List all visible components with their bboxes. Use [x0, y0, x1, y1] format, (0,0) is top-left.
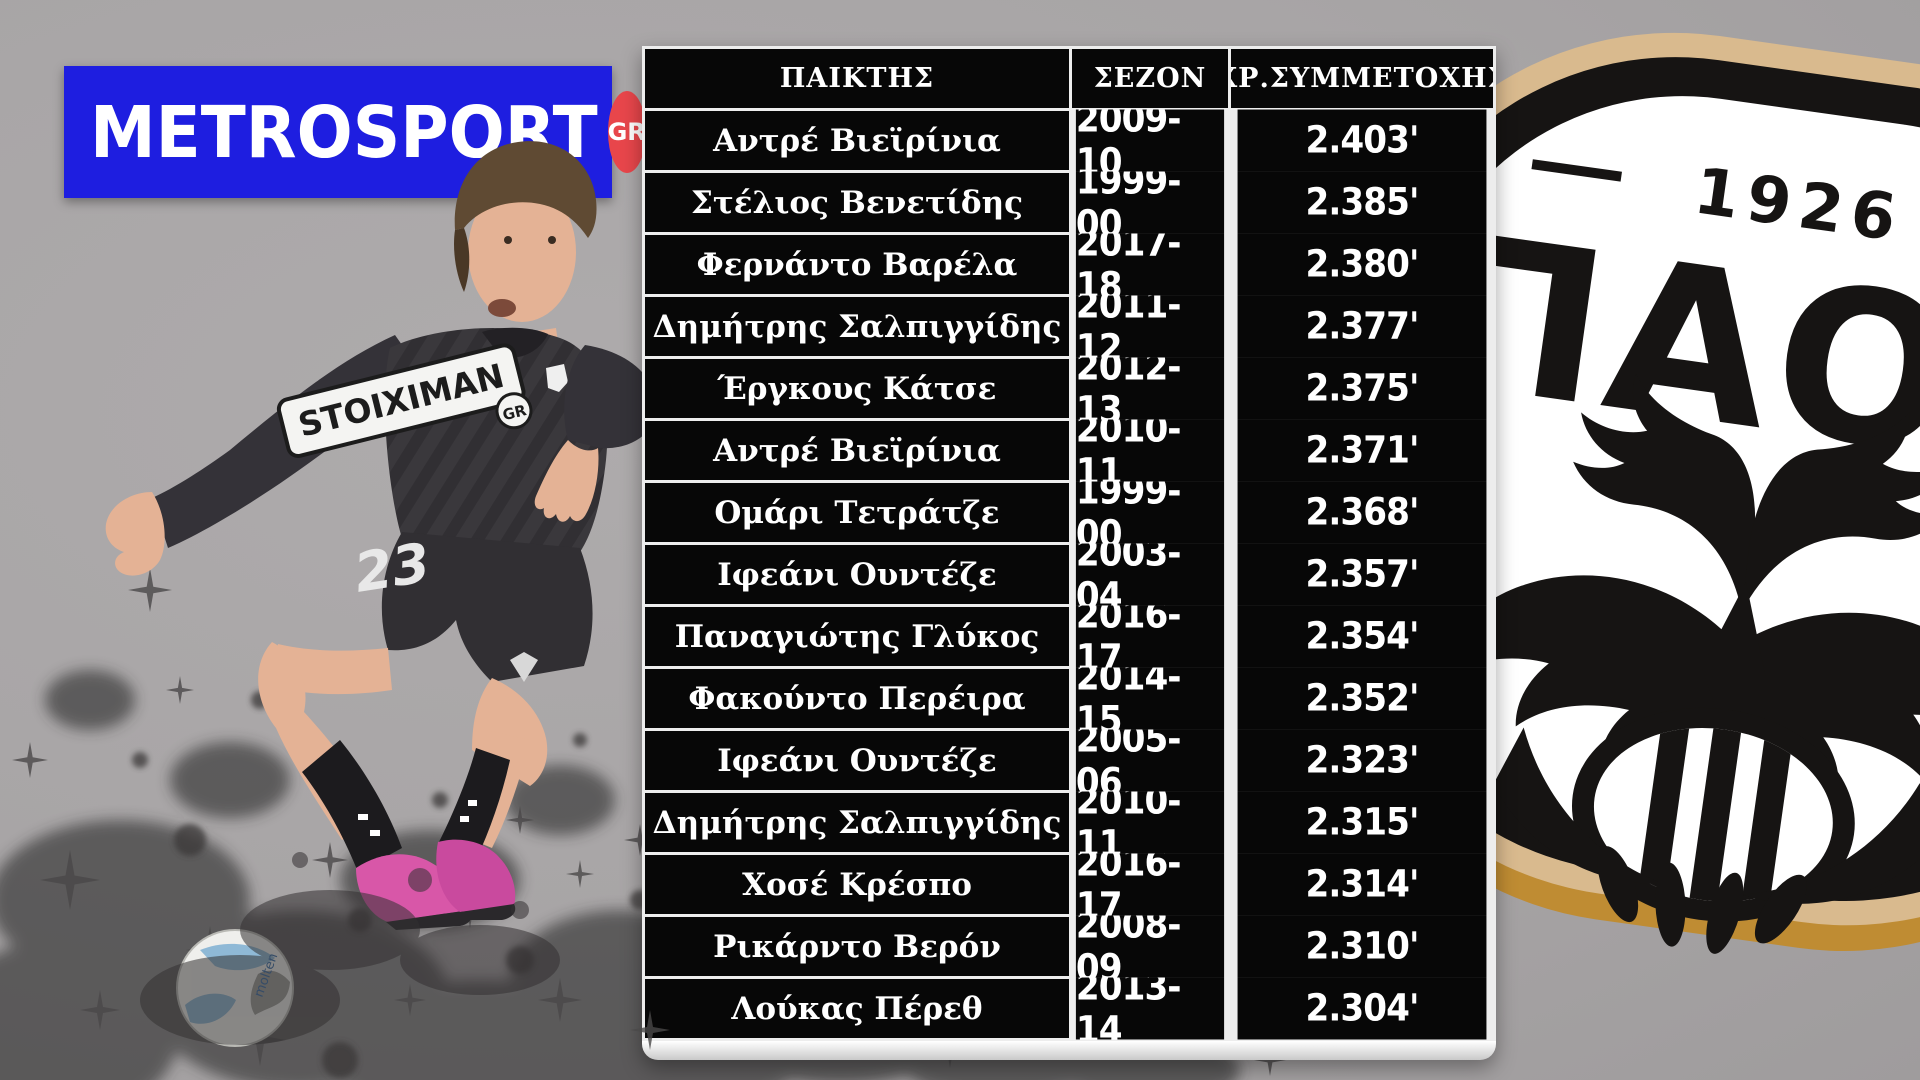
player-photo: molten STOIXIMAN GR 23: [105, 141, 657, 1047]
player-cell: Στέλιος Βενετίδης: [645, 173, 1069, 232]
minutes-cell: 2.377': [1237, 295, 1487, 358]
player-cell: Αντρέ Βιεϊρίνια: [645, 111, 1069, 170]
metrosport-gr-badge: GR: [607, 91, 646, 173]
minutes-cell: 2.352': [1237, 667, 1487, 730]
player-cell: Αντρέ Βιεϊρίνια: [645, 421, 1069, 480]
minutes-cell: 2.403': [1237, 109, 1487, 172]
season-cell: 2016-17: [1075, 853, 1225, 916]
minutes-cell: 2.310': [1237, 915, 1487, 978]
crest-laurel: [1493, 727, 1920, 954]
paok-crest: 1926 ΠΑΟΚ: [1311, 32, 1920, 954]
player-cell: Ιφεάνι Ουντέζε: [645, 545, 1069, 604]
season-cell: 2012-13: [1075, 357, 1225, 420]
player-cell: Δημήτρης Σαλπιγγίδης: [645, 793, 1069, 852]
minutes-cell: 2.375': [1237, 357, 1487, 420]
season-cell: 2010-11: [1075, 419, 1225, 482]
season-cell: 2008-09: [1075, 915, 1225, 978]
player-cell: Δημήτρης Σαλπιγγίδης: [645, 297, 1069, 356]
player-left-hand: [105, 492, 165, 576]
player-cell: Λούκας Πέρεθ: [645, 979, 1069, 1038]
player-right-arm: [564, 345, 657, 449]
player-cell: Ομάρι Τετράτζε: [645, 483, 1069, 542]
minutes-cell: 2.323': [1237, 729, 1487, 792]
player-cell: Ιφεάνι Ουντέζε: [645, 731, 1069, 790]
minutes-cell: 2.354': [1237, 605, 1487, 668]
season-cell: 2011-12: [1075, 295, 1225, 358]
football: molten: [176, 929, 294, 1047]
minutes-cell: 2.380': [1237, 233, 1487, 296]
season-cell: 2003-04: [1075, 543, 1225, 606]
column-header-season: ΣΕΖΟΝ: [1072, 49, 1228, 108]
player-shorts: 23: [350, 531, 593, 682]
column-header-player: ΠΑΙΚΤΗΣ: [645, 49, 1069, 108]
season-cell: 1999-00: [1075, 481, 1225, 544]
minutes-cell: 2.304': [1237, 977, 1487, 1040]
sponsor-gr-text: GR: [501, 401, 529, 424]
column-header-minutes: ΧΡ.ΣΥΜΜΕΤΟΧΗΣ: [1231, 49, 1493, 108]
minutes-cell: 2.315': [1237, 791, 1487, 854]
season-cell: 2005-06: [1075, 729, 1225, 792]
minutes-cell: 2.368': [1237, 481, 1487, 544]
season-cell: 2014-15: [1075, 667, 1225, 730]
minutes-cell: 2.314': [1237, 853, 1487, 916]
player-cell: Ρικάρντο Βερόν: [645, 917, 1069, 976]
player-cell: Χοσέ Κρέσπο: [645, 855, 1069, 914]
player-cell: Έργκους Κάτσε: [645, 359, 1069, 418]
crest-striped-shield: [1571, 707, 1855, 922]
season-cell: 1999-00: [1075, 171, 1225, 234]
minutes-cell: 2.371': [1237, 419, 1487, 482]
season-cell: 2016-17: [1075, 605, 1225, 668]
player-right-hand: [534, 440, 599, 522]
season-cell: 2010-11: [1075, 791, 1225, 854]
player-back-boot: [436, 839, 516, 912]
player-cell: Φερνάντο Βαρέλα: [645, 235, 1069, 294]
player-cell: Παναγιώτης Γλύκος: [645, 607, 1069, 666]
table-bottom-strip: [642, 1041, 1496, 1060]
jersey-club-crest: [546, 364, 568, 392]
minutes-cell: 2.357': [1237, 543, 1487, 606]
player-front-sock: [302, 740, 402, 872]
minutes-cell: 2.385': [1237, 171, 1487, 234]
shorts-brand-chevron: [510, 652, 538, 682]
shirt-number: 23: [350, 531, 434, 605]
season-cell: 2017-18: [1075, 233, 1225, 296]
player-cell: Φακούντο Περέιρα: [645, 669, 1069, 728]
stats-table: ΠΑΙΚΤΗΣ ΣΕΖΟΝ ΧΡ.ΣΥΜΜΕΤΟΧΗΣ Αντρέ Βιεϊρί…: [642, 46, 1496, 1060]
season-cell: 2013-14: [1075, 977, 1225, 1040]
season-cell: 2009-10: [1075, 109, 1225, 172]
